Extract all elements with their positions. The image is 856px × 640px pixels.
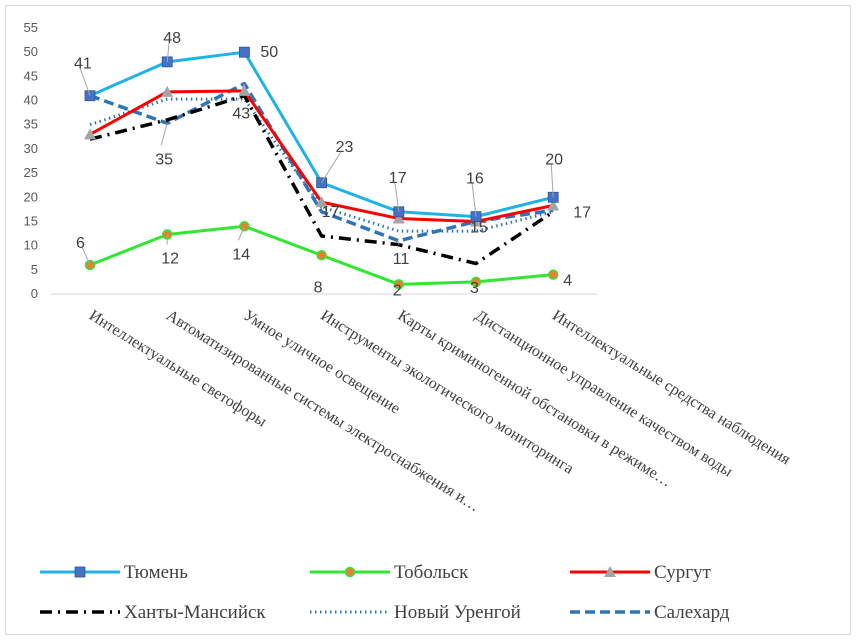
point-marker (470, 276, 482, 288)
data-label: 20 (545, 151, 563, 168)
data-label: 11 (393, 251, 410, 268)
data-label: 2 (393, 282, 402, 299)
label-leader-line (237, 83, 245, 100)
data-label: 41 (74, 56, 92, 73)
point-marker (547, 199, 560, 211)
data-label: 3 (470, 280, 479, 297)
legend-item: Ханты-Мансийск (40, 602, 266, 623)
data-label: 16 (466, 171, 484, 188)
point-marker (74, 566, 86, 578)
point-marker (393, 279, 405, 290)
data-label: 50 (260, 44, 278, 61)
y-tick-label: 25 (24, 165, 38, 180)
label-leader-line (394, 181, 400, 212)
y-tick-label: 5 (31, 262, 38, 277)
y-tick-label: 55 (24, 20, 38, 35)
data-label: 48 (163, 30, 181, 47)
label-leader-line (550, 163, 554, 198)
y-tick-label: 15 (24, 213, 38, 228)
legend-label: Новый Уренгой (394, 602, 521, 623)
label-leader-line (81, 246, 91, 266)
data-label: 43 (232, 106, 250, 123)
series-line (89, 93, 555, 266)
legend-item: Сургут (570, 562, 711, 583)
label-leader-line (160, 123, 168, 146)
x-category-label: Карты криминогенной обстановки в режиме… (395, 307, 675, 491)
data-label: 23 (336, 139, 354, 156)
label-leader-lines (79, 41, 554, 266)
y-tick-label: 35 (24, 117, 38, 132)
point-marker (238, 84, 251, 96)
legend-item: Тюмень (40, 562, 188, 583)
y-axis: 0 5 10 15 20 25 30 35 40 45 50 55 (24, 20, 38, 301)
point-marker (84, 128, 96, 140)
x-axis: Интеллектуальные светофорыАвтоматизирова… (50, 293, 794, 515)
legend-label: Ханты-Мансийск (124, 602, 266, 623)
label-leader-line (237, 226, 245, 241)
series-line (89, 50, 554, 219)
data-label: 4 (563, 273, 572, 290)
y-tick-label: 30 (24, 141, 38, 156)
data-label: 17 (322, 204, 340, 221)
chart-area (5, 5, 851, 635)
label-leader-line (166, 41, 170, 62)
legend-item: Салехард (570, 602, 730, 623)
point-marker (238, 46, 250, 58)
y-tick-label: 50 (24, 44, 38, 59)
y-tick-label: 40 (24, 93, 38, 108)
data-label: 8 (314, 279, 323, 296)
label-leader-line (321, 150, 343, 184)
y-tick-label: 0 (31, 286, 38, 301)
legend: Тюмень Тобольск Сургут Ханты-Мансийск Новый … (40, 562, 730, 623)
point-marker (604, 566, 616, 577)
data-label: 17 (389, 170, 407, 187)
label-leader-line (79, 67, 91, 96)
point-marker (547, 269, 559, 280)
legend-item: Тобольск (310, 562, 469, 583)
label-leader-line (471, 182, 477, 217)
legend-label: Тюмень (124, 562, 188, 583)
legend-label: Тобольск (394, 562, 469, 583)
data-label: 6 (76, 235, 85, 252)
point-marker (161, 85, 174, 97)
data-label: 17 (573, 204, 591, 221)
data-label: 12 (161, 251, 179, 268)
point-marker (315, 196, 328, 208)
y-tick-label: 20 (24, 189, 38, 204)
y-tick-label: 45 (24, 68, 38, 83)
legend-label: Сургут (654, 562, 711, 583)
point-marker (392, 212, 405, 224)
data-label: 14 (232, 246, 250, 263)
legend-item: Новый Уренгой (310, 602, 521, 623)
point-marker (316, 250, 327, 261)
y-tick-label: 10 (24, 238, 38, 253)
legend-label: Салехард (654, 602, 730, 623)
point-marker (344, 566, 356, 578)
data-label: 15 (470, 219, 488, 236)
data-label: 35 (155, 151, 173, 168)
